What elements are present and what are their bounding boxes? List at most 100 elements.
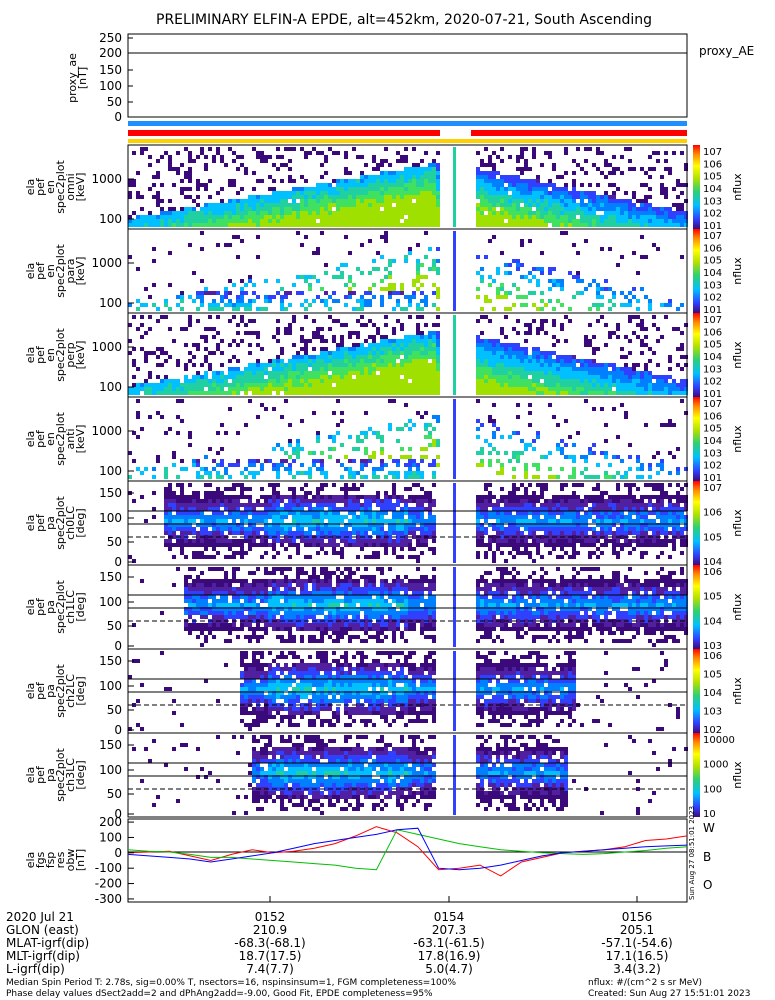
spectrogram-pixel [588,207,592,211]
spectrogram-pixel [480,511,484,515]
spectrogram-pixel [276,383,280,387]
spectrogram-pixel [344,171,348,175]
spectrogram-pixel [396,543,400,547]
spectrogram-pixel [284,527,288,531]
spectrogram-pixel [328,355,332,359]
colorbar-tick-label: 105 [703,340,722,351]
spectrogram-pixel [232,507,236,511]
spectrogram-pixel [332,319,336,323]
spectrogram-pixel [480,331,484,335]
spectrogram-pixel [484,163,488,167]
spectrogram-pixel [416,543,420,547]
spectrogram-pixel [404,531,408,535]
spectrogram-pixel [268,299,272,303]
spectrogram-pixel [156,347,160,351]
spectrogram-pixel [260,379,264,383]
spectrogram-pixel [624,335,628,339]
spectrogram-pixel [400,531,404,535]
spectrogram-pixel [604,363,608,367]
spectrogram-pixel [524,295,528,299]
spectrogram-pixel [368,203,372,207]
spectrogram-pixel [344,531,348,535]
spectrogram-pixel [312,495,316,499]
spectrogram-pixel [288,507,292,511]
spectrogram-pixel [684,219,688,223]
spectrogram-pixel [320,483,324,487]
spectrogram-pixel [320,207,324,211]
spectrogram-pixel [260,387,264,391]
spectrogram-pixel [404,519,408,523]
spectrogram-pixel [316,203,320,207]
spectrogram-pixel [480,215,484,219]
spectrogram-pixel [572,215,576,219]
spectrogram-pixel [496,187,500,191]
spectrogram-pixel [432,175,436,179]
spectrogram-pixel [344,195,348,199]
spectrogram-pixel [684,163,688,167]
spectrogram-pixel [184,171,188,175]
spectrogram-pixel [216,391,220,395]
spectrogram-pixel [304,279,308,283]
spectrogram-pixel [636,219,640,223]
spectrogram-pixel [184,327,188,331]
spectrogram-pixel [432,383,436,387]
spectrogram-pixel [344,211,348,215]
spectrogram-pixel [376,503,380,507]
spectrogram-pixel [172,535,176,539]
spectrogram-pixel [256,255,260,259]
spectrogram-pixel [368,523,372,527]
spectrogram-pixel [192,491,196,495]
spectrogram-pixel [148,371,152,375]
spectrogram-pixel [312,347,316,351]
spectrogram-pixel [432,195,436,199]
spectrogram-pixel [344,363,348,367]
spectrogram-pixel [560,207,564,211]
spectrogram-pixel [568,375,572,379]
spectrogram-pixel [564,315,568,319]
spectrogram-pixel [328,203,332,207]
spectrogram-pixel [476,355,480,359]
spectrogram-pixel [324,499,328,503]
spectrogram-pixel [376,219,380,223]
spectrogram-pixel [600,287,604,291]
spectrogram-pixel [140,315,144,319]
spectrogram-pixel [220,155,224,159]
spectrogram-pixel [492,539,496,543]
spectrogram-pixel [220,519,224,523]
spectrogram-pixel [208,223,212,227]
spectrogram-pixel [240,299,244,303]
spectrogram-pixel [280,223,284,227]
spectrogram-pixel [204,211,208,215]
spectrogram-pixel [504,203,508,207]
spectrogram-pixel [412,547,416,551]
spectrogram-pixel [144,287,148,291]
spectrogram-pixel [404,223,408,227]
spectrogram-pixel [220,307,224,311]
spectrogram-pixel [564,219,568,223]
spectrogram-pixel [324,511,328,515]
spectrogram-pixel [604,223,608,227]
spectrogram-pixel [272,515,276,519]
spectrogram-pixel [192,375,196,379]
spectrogram-pixel [436,191,440,195]
spectrogram-pixel [340,359,344,363]
energy-tick-label: 1000 [91,172,122,186]
spectrogram-pixel [236,431,240,435]
spec-ylabel-line-5: [keV] [74,341,87,370]
spectrogram-pixel [316,391,320,395]
spectrogram-pixel [244,291,248,295]
spectrogram-pixel [504,211,508,215]
spectrogram-pixel [276,195,280,199]
spectrogram-pixel [352,531,356,535]
spectrogram-pixel [328,199,332,203]
spectrogram-pixel [344,387,348,391]
spectrogram-pixel [636,335,640,339]
spectrogram-pixel [188,527,192,531]
spectrogram-pixel [292,187,296,191]
spectrogram-pixel [244,475,248,479]
spectrogram-pixel [564,387,568,391]
spectrogram-pixel [184,223,188,227]
spectrogram-pixel [660,423,664,427]
spectrogram-pixel [208,351,212,355]
spectrogram-pixel [344,483,348,487]
